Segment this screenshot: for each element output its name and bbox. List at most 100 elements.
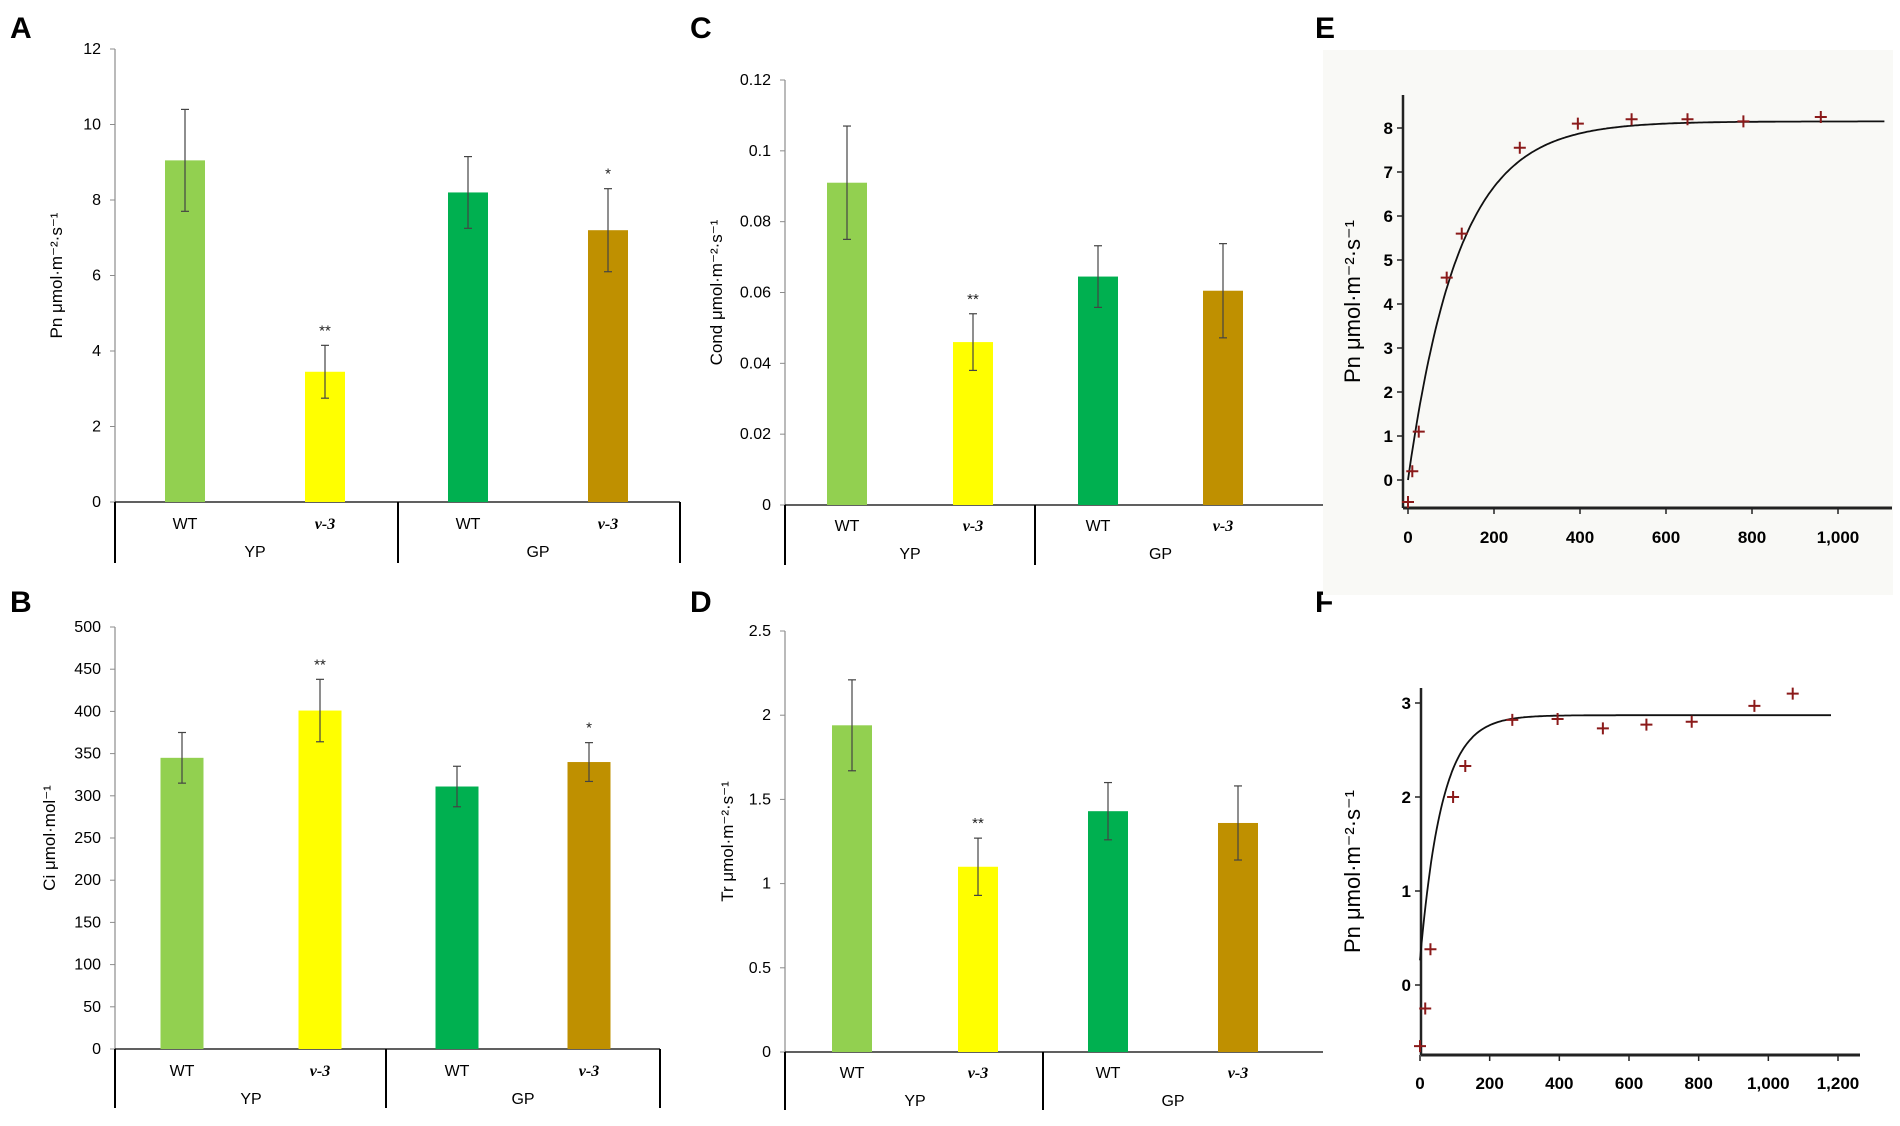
panel-letter-c: C (690, 12, 712, 45)
x-tick-label: 1,000 (1747, 1074, 1790, 1093)
data-point (1506, 713, 1519, 726)
y-axis-label: Cond μmol·m⁻²·s⁻¹ (707, 219, 726, 365)
y-tick-label: 0.04 (740, 355, 771, 372)
bar-3 (1088, 811, 1128, 1052)
bar-3 (1078, 276, 1118, 505)
bar-2 (958, 866, 998, 1052)
x-tick-label: 600 (1615, 1074, 1643, 1093)
category-label: WT (840, 1065, 865, 1082)
category-label: v-3 (1213, 518, 1233, 535)
panel-letter-e: E (1315, 12, 1335, 45)
group-label: GP (1161, 1093, 1184, 1110)
category-label: v-3 (1228, 1065, 1248, 1082)
y-tick-label: 0.06 (740, 285, 771, 302)
bar-1 (160, 757, 204, 1049)
significance-mark: ** (967, 291, 979, 308)
bar-chart-pn: 0 2 4 6 8 10 12 WT ** v-3 WT * v-3 YP GP Pn μmol·m⁻²·s⁻… (47, 41, 681, 563)
bar-4 (567, 762, 611, 1049)
bar-3 (435, 786, 479, 1049)
x-tick-label: 800 (1684, 1074, 1712, 1093)
x-tick-label: 0 (1415, 1074, 1424, 1093)
y-axis-label: Pn μmol·m⁻²·s⁻¹ (1340, 220, 1365, 383)
y-tick-label: 0 (1402, 976, 1411, 995)
x-tick-label: 1,000 (1817, 528, 1860, 547)
y-tick-label: 2.5 (749, 623, 771, 640)
x-tick-label: 800 (1738, 528, 1766, 547)
y-tick-label: 200 (74, 872, 101, 889)
y-tick-label: 0.12 (740, 72, 771, 89)
y-tick-label: 7 (1384, 163, 1393, 182)
y-tick-label: 50 (83, 999, 101, 1016)
x-tick-label: 1,200 (1817, 1074, 1860, 1093)
category-label: v-3 (598, 516, 618, 533)
category-label: v-3 (963, 518, 983, 535)
plot-background (1323, 640, 1893, 1120)
y-tick-label: 450 (74, 661, 101, 678)
category-label: WT (445, 1063, 470, 1080)
category-label: WT (173, 516, 198, 533)
y-tick-label: 2 (762, 707, 771, 724)
y-tick-label: 8 (92, 192, 101, 209)
y-tick-label: 500 (74, 619, 101, 636)
light-curve-gp: 0 1 2 3 0 200 400 600 800 1,000 1,200 Pn μmol·m⁻²·s… (1323, 640, 1893, 1120)
group-label: GP (526, 544, 549, 561)
x-tick-label: 400 (1545, 1074, 1573, 1093)
bar-4 (1218, 822, 1258, 1052)
y-tick-label: 0 (92, 1041, 101, 1058)
data-point (1640, 718, 1653, 731)
y-tick-label: 4 (92, 343, 101, 360)
bar-1 (832, 725, 872, 1052)
data-point (1625, 113, 1638, 126)
bar-3 (448, 192, 488, 502)
y-tick-label: 8 (1384, 119, 1393, 138)
data-point (1685, 715, 1698, 728)
group-label: YP (240, 1091, 261, 1108)
y-tick-label: 1 (1402, 882, 1411, 901)
data-point (1406, 465, 1419, 478)
y-tick-label: 12 (83, 41, 101, 58)
data-point (1681, 113, 1694, 126)
y-tick-label: 0 (762, 1044, 771, 1061)
y-tick-label: 2 (92, 419, 101, 436)
bar-chart-tr: 0 0.5 1 1.5 2 2.5 WT ** v-3 WT v-3 YP GP Tr μmol·m⁻²·… (718, 623, 1371, 1110)
y-axis-label: Tr μmol·m⁻²·s⁻¹ (718, 781, 737, 902)
y-tick-label: 6 (92, 268, 101, 285)
data-point (1814, 111, 1827, 123)
data-point (1414, 1040, 1426, 1053)
y-axis-label: Ci μmol·mol⁻¹ (40, 785, 59, 891)
y-tick-label: 2 (1384, 383, 1393, 402)
y-tick-label: 300 (74, 788, 101, 805)
group-label: GP (511, 1091, 534, 1108)
category-label: v-3 (315, 516, 335, 533)
data-point (1419, 1002, 1432, 1015)
data-point (1424, 943, 1437, 956)
panel-letter-d: D (690, 586, 712, 619)
y-tick-label: 250 (74, 830, 101, 847)
data-point (1596, 722, 1609, 735)
y-tick-label: 350 (74, 746, 101, 763)
category-label: v-3 (579, 1063, 599, 1080)
y-tick-label: 0.1 (749, 143, 771, 160)
data-point (1737, 115, 1750, 128)
y-tick-label: 0 (1384, 471, 1393, 490)
significance-mark: ** (319, 322, 331, 339)
y-tick-label: 100 (74, 957, 101, 974)
data-point (1513, 141, 1526, 154)
fit-curve (1407, 120, 1885, 481)
data-point (1748, 699, 1761, 712)
panel-letter-a: A (10, 12, 32, 45)
y-tick-label: 0 (92, 494, 101, 511)
y-tick-label: 0.08 (740, 214, 771, 231)
significance-mark: ** (972, 815, 984, 832)
y-tick-label: 5 (1384, 251, 1393, 270)
significance-mark: ** (314, 656, 326, 673)
y-tick-label: 1 (1384, 427, 1393, 446)
data-point (1571, 117, 1584, 130)
category-label: WT (456, 516, 481, 533)
y-tick-label: 1 (762, 876, 771, 893)
y-tick-label: 0 (762, 497, 771, 514)
data-point (1402, 496, 1414, 508)
data-point (1455, 227, 1468, 240)
group-label: GP (1149, 546, 1172, 563)
x-tick-label: 600 (1652, 528, 1680, 547)
